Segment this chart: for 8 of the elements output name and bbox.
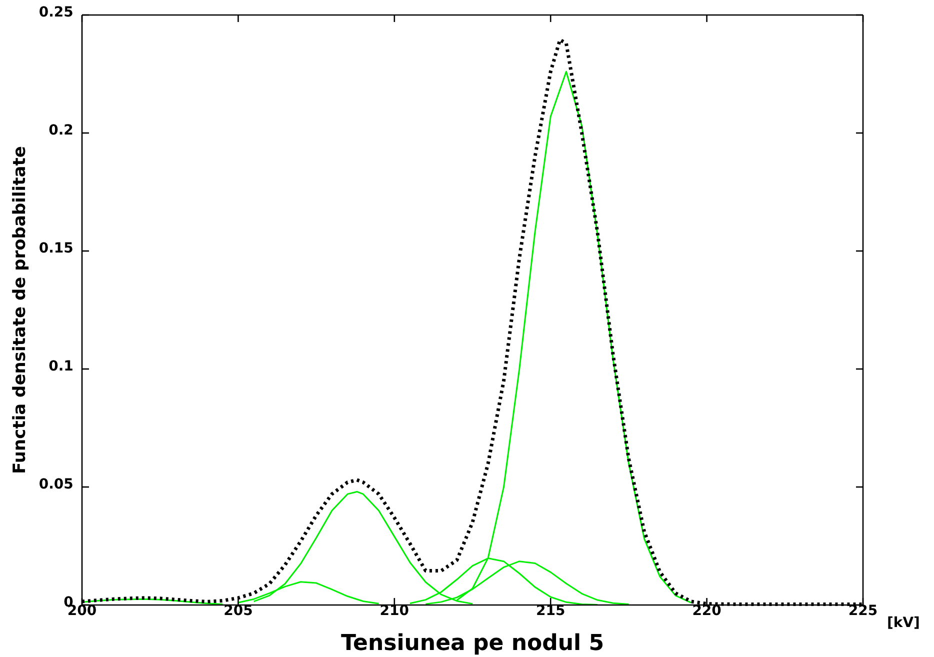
y-tick-label: 0.15 bbox=[38, 240, 74, 256]
y-tick-label: 0.2 bbox=[48, 122, 74, 138]
y-tick-label: 0.05 bbox=[38, 476, 74, 492]
y-tick-label: 0.25 bbox=[38, 4, 74, 20]
y-axis-title: Functia densitate de probabilitate bbox=[10, 146, 30, 474]
x-axis-title: Tensiunea pe nodul 5 bbox=[340, 631, 604, 656]
y-tick-label: 0.1 bbox=[48, 358, 74, 374]
text: [kV] bbox=[887, 615, 920, 631]
